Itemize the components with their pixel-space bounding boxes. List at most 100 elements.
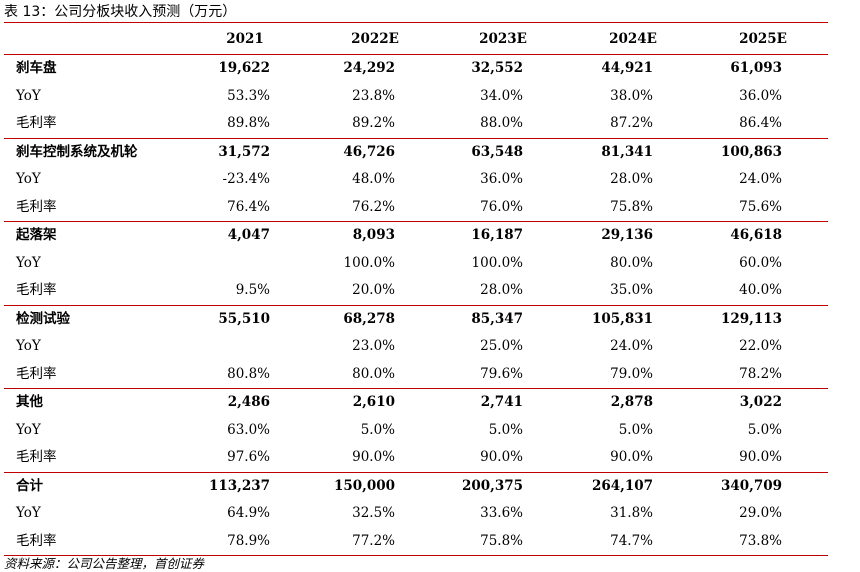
table-cell: 46,726	[343, 143, 395, 160]
table-cell: 60.0%	[739, 254, 782, 271]
yoy-row: YoY 23.0% 25.0% 24.0% 22.0%	[0, 333, 840, 360]
header-rule	[4, 54, 828, 55]
group-rule	[4, 137, 828, 139]
margin-row: 毛利率 80.8% 80.0% 79.6% 79.0% 78.2%	[0, 361, 840, 388]
table-cell: 79.0%	[610, 365, 653, 382]
table-cell: 53.3%	[227, 87, 270, 104]
yoy-row: YoY 63.0% 5.0% 5.0% 5.0% 5.0%	[0, 417, 840, 444]
group-label: 检测试验	[16, 310, 70, 327]
table-cell: 340,709	[720, 477, 782, 494]
top-rule	[4, 22, 828, 23]
table-cell: 61,093	[730, 60, 782, 76]
table-cell: 76.2%	[352, 198, 395, 215]
group-label: 刹车控制系统及机轮	[16, 143, 138, 160]
yoy-label: YoY	[16, 421, 41, 438]
table-cell: 24,292	[343, 60, 395, 76]
yoy-row: YoY -23.4% 48.0% 36.0% 28.0% 24.0%	[0, 166, 840, 193]
margin-label: 毛利率	[16, 115, 57, 131]
table-cell: 89.8%	[227, 115, 270, 131]
table-cell: 23.8%	[352, 87, 395, 104]
margin-label: 毛利率	[16, 365, 57, 382]
table-cell: 74.7%	[610, 532, 653, 549]
table-cell: 105,831	[591, 310, 653, 327]
table-cell: 87.2%	[610, 115, 653, 131]
table-cell: 5.0%	[747, 421, 782, 438]
table-cell: 44,921	[601, 60, 653, 76]
group-rule	[4, 388, 828, 389]
table-cell: 46,618	[730, 227, 782, 243]
table-cell: 63,548	[471, 143, 523, 160]
column-header-2021: 2021	[226, 31, 264, 47]
table-cell: 100.0%	[471, 254, 523, 271]
yoy-row: YoY 53.3% 23.8% 34.0% 38.0% 36.0%	[0, 83, 840, 110]
table-cell: 64.9%	[227, 505, 270, 521]
table-cell: 2,878	[610, 394, 653, 410]
table-cell: 90.0%	[352, 449, 395, 465]
column-header-2023e: 2023E	[479, 31, 527, 47]
table-cell: 78.9%	[227, 532, 270, 549]
table-cell: 24.0%	[610, 338, 653, 354]
table-cell: 75.6%	[739, 198, 782, 215]
table-cell: 79.6%	[480, 365, 523, 382]
table-cell: 38.0%	[610, 87, 653, 104]
table-cell: 5.0%	[488, 421, 523, 438]
column-header-2024e: 2024E	[609, 31, 657, 47]
yoy-row: YoY 100.0% 100.0% 80.0% 60.0%	[0, 250, 840, 277]
table-cell: 85,347	[471, 310, 523, 327]
group-row: 检测试验 55,510 68,278 85,347 105,831 129,113	[0, 306, 840, 333]
table-cell: 264,107	[591, 477, 653, 494]
table-cell: 3,022	[739, 394, 782, 410]
group-row: 起落架 4,047 8,093 16,187 29,136 46,618	[0, 222, 840, 249]
table-cell: 76.0%	[480, 198, 523, 215]
table-cell: 86.4%	[739, 115, 782, 131]
table-cell: 9.5%	[235, 282, 270, 298]
table-cell: -23.4%	[222, 171, 270, 187]
margin-row: 毛利率 89.8% 89.2% 88.0% 87.2% 86.4%	[0, 110, 840, 137]
table-cell: 8,093	[352, 227, 395, 243]
group-rule	[4, 555, 828, 556]
table-cell: 29.0%	[739, 505, 782, 521]
table-cell: 33.6%	[480, 505, 523, 521]
table-cell: 4,047	[227, 227, 270, 243]
table-cell: 48.0%	[352, 171, 395, 187]
margin-label: 毛利率	[16, 532, 57, 549]
group-row: 刹车盘 19,622 24,292 32,552 44,921 61,093	[0, 55, 840, 82]
table-cell: 22.0%	[739, 338, 782, 354]
group-label: 起落架	[16, 227, 57, 243]
table-cell: 25.0%	[480, 338, 523, 354]
table-cell: 68,278	[343, 310, 395, 327]
table-cell: 2,610	[352, 394, 395, 410]
table-cell: 77.2%	[352, 532, 395, 549]
table-cell: 40.0%	[739, 282, 782, 298]
table-cell: 78.2%	[739, 365, 782, 382]
table-cell: 34.0%	[480, 87, 523, 104]
group-row: 合计 113,237 150,000 200,375 264,107 340,709	[0, 473, 840, 500]
yoy-label: YoY	[16, 505, 41, 521]
table-cell: 31,572	[218, 143, 270, 160]
table-cell: 90.0%	[480, 449, 523, 465]
table-cell: 150,000	[333, 477, 395, 494]
table-cell: 2,486	[227, 394, 270, 410]
table-cell: 29,136	[601, 227, 653, 243]
table-cell: 80.0%	[610, 254, 653, 271]
margin-label: 毛利率	[16, 282, 57, 298]
group-row: 其他 2,486 2,610 2,741 2,878 3,022	[0, 389, 840, 416]
table-cell: 19,622	[218, 60, 270, 76]
table-cell: 80.0%	[352, 365, 395, 382]
yoy-label: YoY	[16, 338, 41, 354]
table-cell: 16,187	[471, 227, 523, 243]
group-label: 其他	[16, 394, 43, 410]
yoy-row: YoY 64.9% 32.5% 33.6% 31.8% 29.0%	[0, 500, 840, 527]
table-cell: 5.0%	[360, 421, 395, 438]
table-cell: 113,237	[208, 477, 270, 494]
margin-label: 毛利率	[16, 198, 57, 215]
table-cell: 100.0%	[343, 254, 395, 271]
margin-row: 毛利率 76.4% 76.2% 76.0% 75.8% 75.6%	[0, 194, 840, 221]
table-cell: 23.0%	[352, 338, 395, 354]
table-cell: 81,341	[601, 143, 653, 160]
table-cell: 20.0%	[352, 282, 395, 298]
table-cell: 89.2%	[352, 115, 395, 131]
table-cell: 32.5%	[352, 505, 395, 521]
margin-row: 毛利率 9.5% 20.0% 28.0% 35.0% 40.0%	[0, 277, 840, 304]
table-cell: 2,741	[480, 394, 523, 410]
